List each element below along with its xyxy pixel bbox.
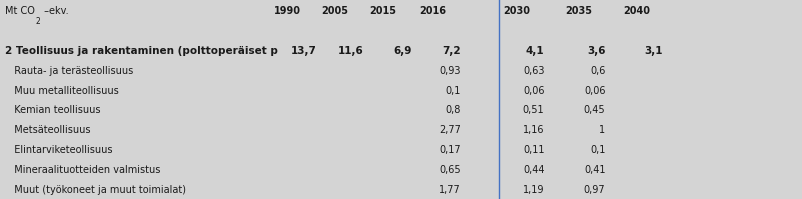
Text: 0,6: 0,6 [589, 66, 605, 76]
Text: 2035: 2035 [564, 6, 591, 16]
Text: Rauta- ja terästeollisuus: Rauta- ja terästeollisuus [8, 66, 133, 76]
Text: 3,6: 3,6 [586, 46, 605, 56]
Text: 1990: 1990 [273, 6, 301, 16]
Text: 0,1: 0,1 [589, 145, 605, 155]
Text: 0,11: 0,11 [522, 145, 544, 155]
Text: 0,06: 0,06 [583, 86, 605, 96]
Text: 13,7: 13,7 [290, 46, 316, 56]
Text: 2030: 2030 [502, 6, 529, 16]
Text: Muut (työkoneet ja muut toimialat): Muut (työkoneet ja muut toimialat) [8, 185, 186, 195]
Text: 3,1: 3,1 [644, 46, 662, 56]
Text: 0,44: 0,44 [522, 165, 544, 175]
Text: 0,06: 0,06 [522, 86, 544, 96]
Text: 1: 1 [598, 125, 605, 135]
Text: 2016: 2016 [419, 6, 446, 16]
Text: 1,16: 1,16 [522, 125, 544, 135]
Text: 0,97: 0,97 [583, 185, 605, 195]
Text: 2005: 2005 [321, 6, 348, 16]
Text: 1,19: 1,19 [522, 185, 544, 195]
Text: 0,93: 0,93 [439, 66, 460, 76]
Text: 2,77: 2,77 [439, 125, 460, 135]
Text: 0,17: 0,17 [439, 145, 460, 155]
Text: 0,63: 0,63 [522, 66, 544, 76]
Text: 2040: 2040 [622, 6, 650, 16]
Text: 2: 2 [35, 17, 40, 26]
Text: Metsäteollisuus: Metsäteollisuus [8, 125, 91, 135]
Text: Elintarviketeollisuus: Elintarviketeollisuus [8, 145, 112, 155]
Text: 2015: 2015 [369, 6, 396, 16]
Text: 0,41: 0,41 [583, 165, 605, 175]
Text: Mt CO: Mt CO [5, 6, 34, 16]
Text: 2 Teollisuus ja rakentaminen (polttoperäiset p: 2 Teollisuus ja rakentaminen (polttoperä… [5, 46, 277, 56]
Text: 6,9: 6,9 [393, 46, 411, 56]
Text: Mineraalituotteiden valmistus: Mineraalituotteiden valmistus [8, 165, 160, 175]
Text: 7,2: 7,2 [442, 46, 460, 56]
Text: Kemian teollisuus: Kemian teollisuus [8, 105, 100, 115]
Text: 0,1: 0,1 [445, 86, 460, 96]
Text: –ekv.: –ekv. [42, 6, 69, 16]
Text: 4,1: 4,1 [525, 46, 544, 56]
Text: 1,77: 1,77 [439, 185, 460, 195]
Text: Muu metalliteollisuus: Muu metalliteollisuus [8, 86, 119, 96]
Text: 0,65: 0,65 [439, 165, 460, 175]
Text: 0,8: 0,8 [445, 105, 460, 115]
Text: 11,6: 11,6 [338, 46, 363, 56]
Text: 0,51: 0,51 [522, 105, 544, 115]
Text: 0,45: 0,45 [583, 105, 605, 115]
